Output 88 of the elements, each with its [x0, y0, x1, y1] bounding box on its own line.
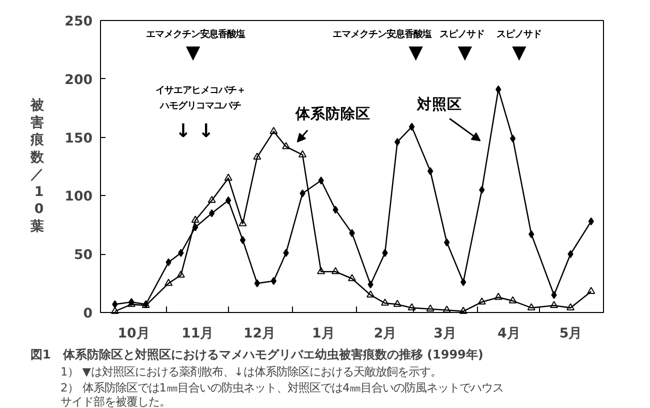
annotation: スピノサド: [439, 29, 484, 40]
point: [112, 300, 118, 308]
point: [444, 238, 450, 246]
point: [282, 142, 290, 150]
point: [318, 176, 324, 185]
point: [566, 303, 575, 310]
point: [238, 219, 247, 226]
point: [176, 270, 185, 278]
point: [460, 278, 466, 286]
x-tick-label: 10月: [118, 326, 150, 342]
point: [426, 304, 434, 312]
annotation: スピノサド: [496, 29, 542, 40]
point: [298, 150, 307, 158]
series-label: 対照区: [416, 95, 462, 114]
point: [225, 196, 232, 204]
annotation: イサエアヒメコバチ＋: [155, 85, 246, 96]
y-axis-title: 被害痕数／10葉: [30, 98, 45, 234]
point: [332, 267, 340, 274]
point: [587, 286, 596, 294]
point: [459, 306, 468, 314]
point: [110, 306, 119, 314]
point: [382, 248, 388, 257]
point: [270, 276, 276, 285]
point: [178, 248, 184, 257]
y-tick-label: 200: [64, 72, 93, 88]
point: [317, 267, 326, 274]
point: [366, 290, 375, 298]
point: [408, 122, 415, 131]
point: [332, 206, 338, 214]
point: [380, 298, 389, 306]
x-tick-label: 12月: [243, 326, 276, 342]
point: [224, 174, 232, 181]
x-tick-label: 5月: [559, 326, 582, 342]
annotation: ▼: [458, 42, 473, 64]
y-tick-label: 100: [64, 190, 93, 205]
point: [208, 196, 216, 203]
annotation: ハモグリコマユバチ: [158, 100, 241, 112]
point: [270, 126, 278, 134]
point: [528, 230, 534, 238]
point: [348, 274, 356, 282]
text: 2） 体系防除区では1㎜目合いの防虫ネット、対照区では4㎜目合いの防風ネットでハウスサイド部を被覆した。: [60, 380, 504, 408]
annotation: エマメクチン安息香酸塩: [146, 29, 246, 40]
point: [253, 152, 262, 160]
point: [527, 303, 536, 310]
y-tick-label: 0: [83, 306, 93, 322]
text: 図1 体系防除区と対照区におけるマメハモグリバエ幼虫被害痕数の推移 (1999年): [30, 348, 484, 362]
point: [166, 258, 172, 266]
annotation: ↓: [198, 120, 214, 142]
point: [300, 189, 306, 198]
point: [510, 134, 516, 142]
point: [479, 186, 485, 194]
point: [588, 217, 594, 226]
series-label: 体系防除区: [294, 105, 371, 122]
point: [428, 167, 434, 176]
point: [550, 300, 558, 308]
point: [240, 236, 246, 244]
point: [349, 229, 355, 238]
point: [394, 138, 400, 146]
point: [551, 290, 557, 299]
x-tick-label: 3月: [434, 326, 456, 342]
point: [494, 292, 502, 300]
y-tick-label: 150: [64, 131, 93, 146]
point: [408, 303, 416, 310]
annotation: エマメクチン安息香酸塩: [332, 29, 432, 40]
annotation: ▼: [186, 42, 201, 64]
x-tick-label: 2月: [374, 326, 396, 342]
point: [508, 296, 517, 304]
point: [208, 209, 215, 218]
point: [393, 300, 402, 307]
x-tick-label: 4月: [498, 326, 520, 342]
point: [164, 278, 173, 286]
point: [191, 216, 200, 223]
point: [368, 280, 374, 288]
point: [568, 250, 574, 258]
text: 1） ▼は対照区における薬剤散布、↓は体系防除区における天敵放飼を示す。: [60, 364, 442, 378]
annotation: ▼: [408, 42, 424, 64]
point: [478, 297, 486, 305]
x-tick-label: 11月: [182, 326, 214, 342]
point: [496, 85, 502, 94]
annotation: ▼: [512, 42, 528, 64]
point: [254, 279, 260, 288]
y-tick-label: 50: [74, 248, 93, 264]
annotation: ↓: [175, 120, 191, 142]
point: [442, 306, 451, 313]
x-tick-label: 1月: [312, 326, 334, 342]
point: [192, 223, 198, 232]
point: [283, 248, 289, 257]
y-tick-label: 250: [64, 14, 93, 30]
